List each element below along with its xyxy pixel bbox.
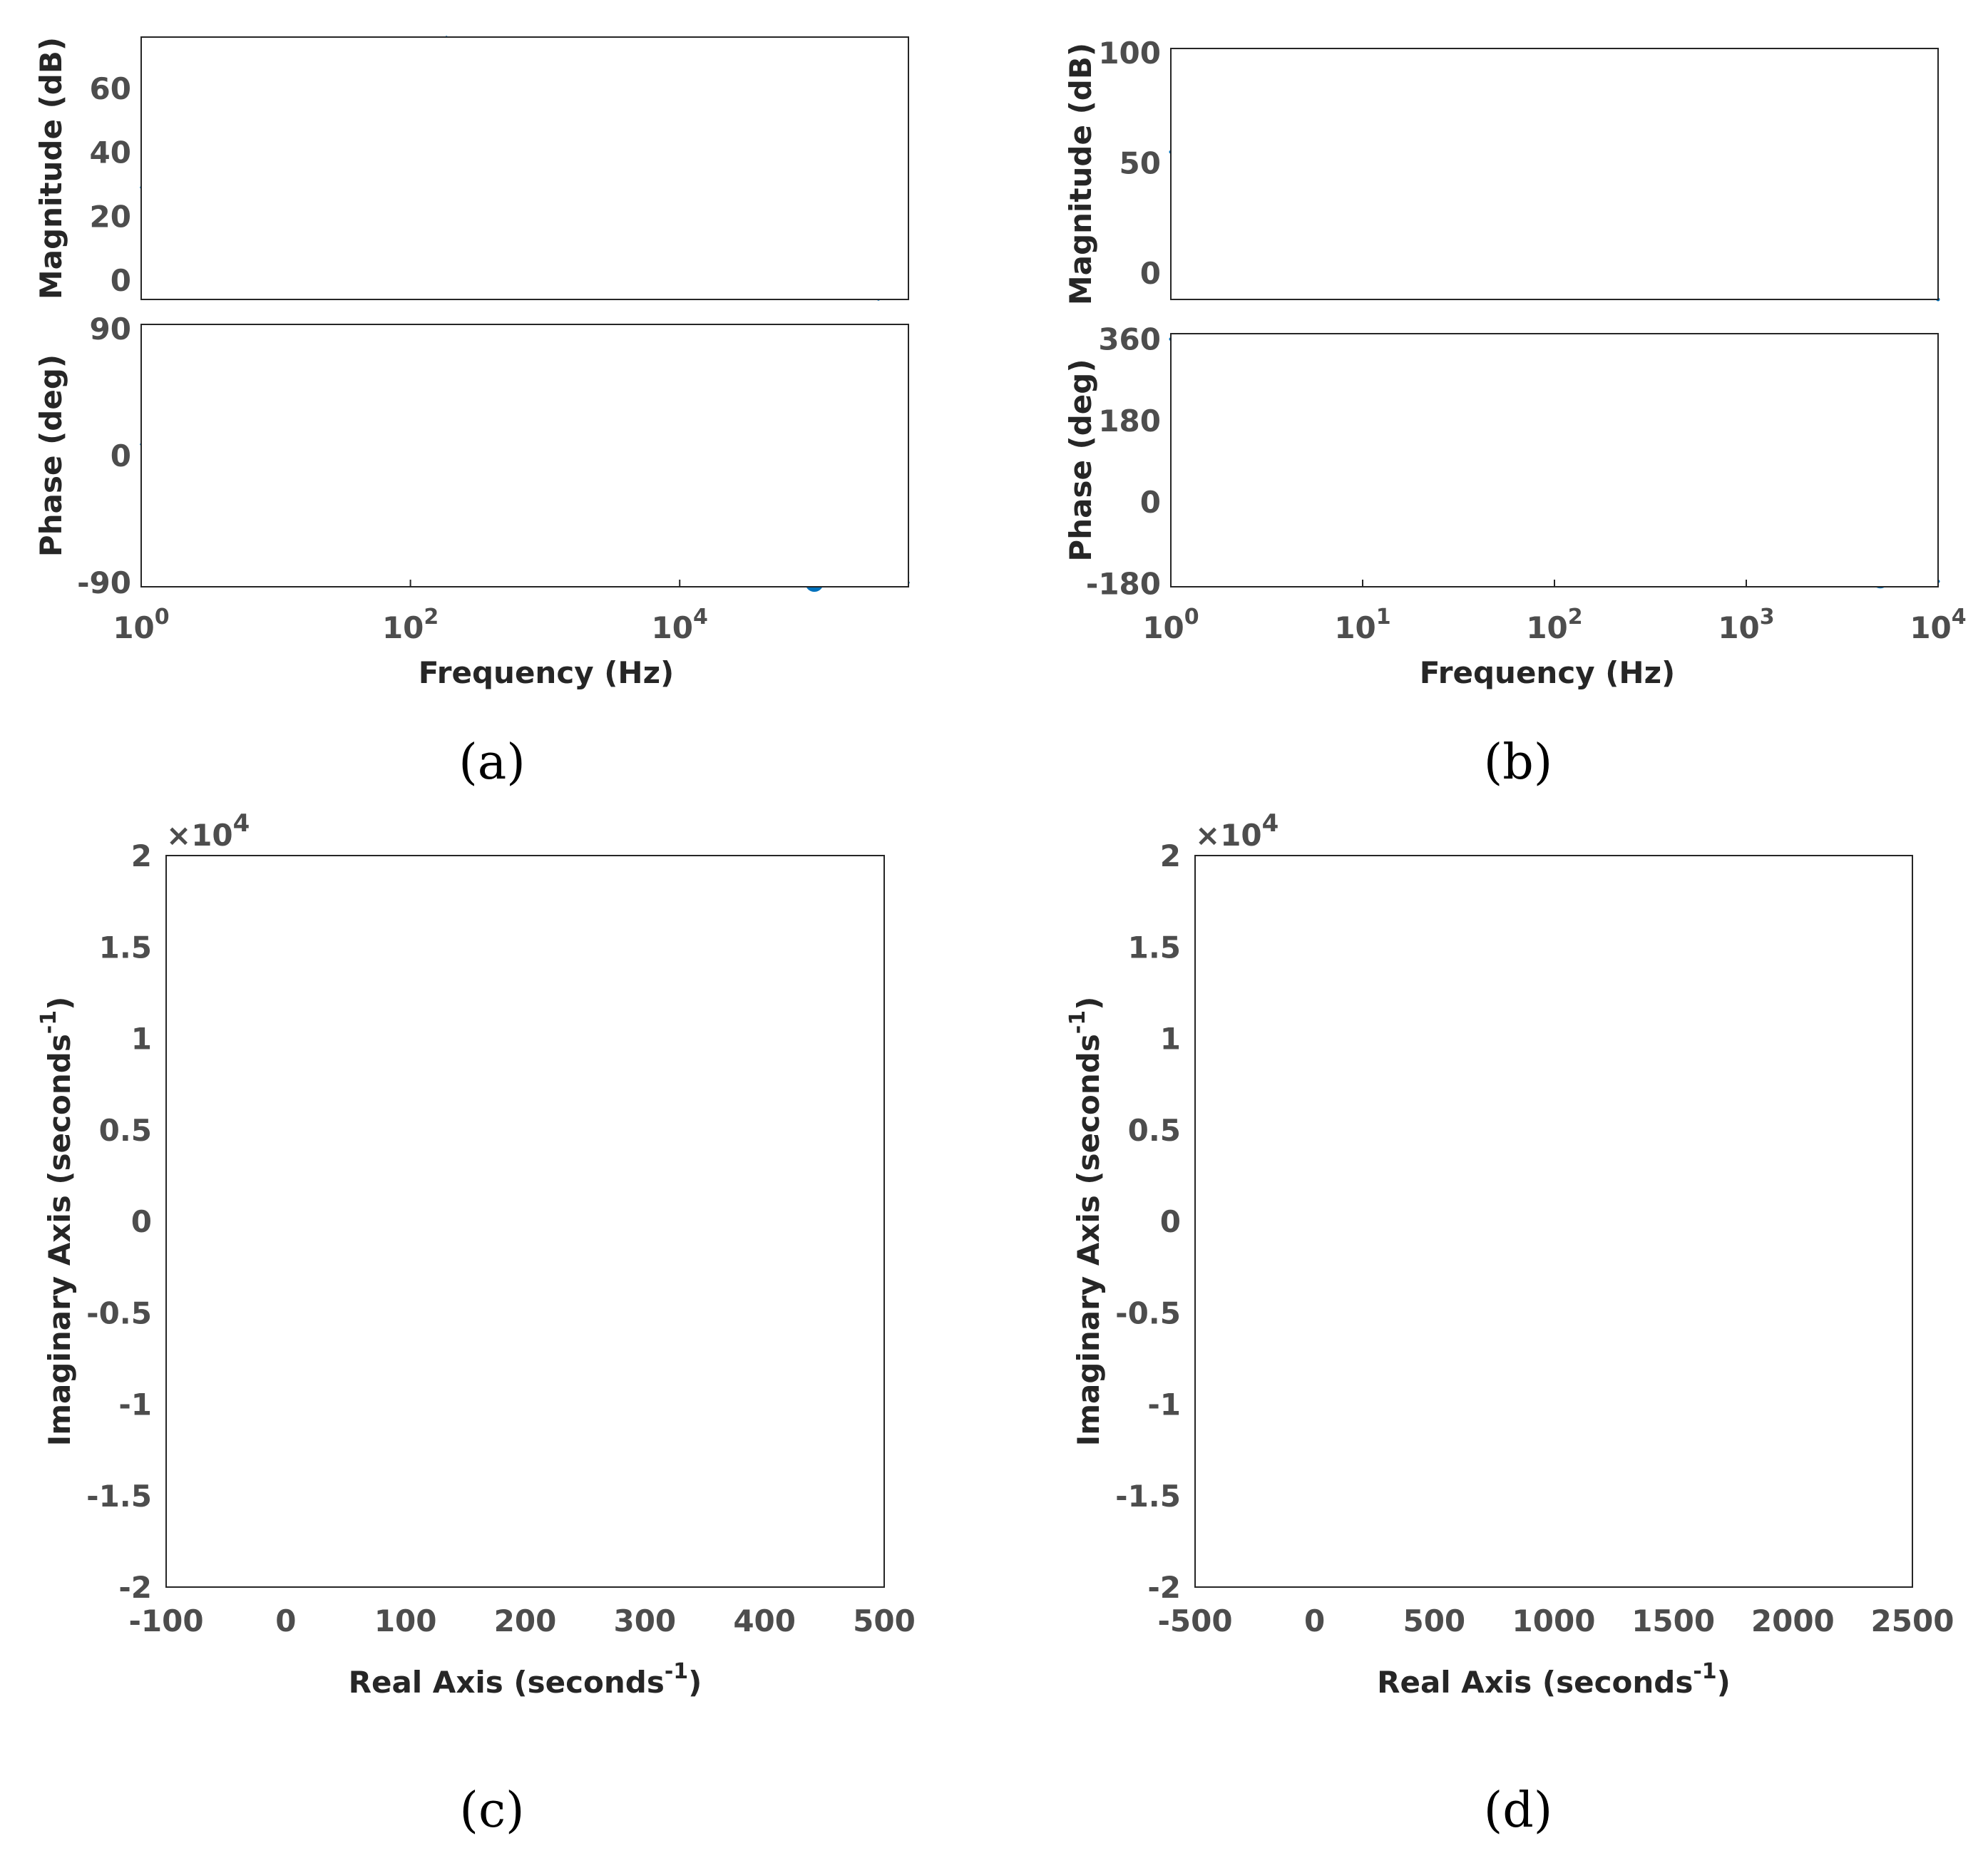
x-axis-label: Real Axis (seconds-1): [1377, 1659, 1731, 1700]
x-tick-label: 100: [374, 1603, 437, 1638]
y-tick-label: 40: [90, 135, 131, 170]
y-tick-label: 100: [1098, 36, 1161, 71]
x-tick-label: 300: [613, 1603, 676, 1638]
y-tick-label: -0.5: [86, 1295, 152, 1330]
axes-box: [1194, 855, 1913, 1588]
x-tick-label: 101: [1334, 605, 1390, 645]
x-tick-label: 104: [652, 605, 708, 645]
axis-exponent-label: ×104: [166, 809, 250, 853]
x-tick-label: 100: [1142, 605, 1199, 645]
x-tick-label: 0: [1304, 1603, 1325, 1638]
axes-box: [1170, 48, 1939, 300]
bode-panel-a-magnitude: 0 20 40 60 Magnitude (dB): [34, 36, 909, 301]
y-tick-label: 0: [111, 438, 131, 473]
y-axis-label: Imaginary Axis (seconds-1): [1065, 997, 1106, 1447]
subfigure-label-d: (d): [1484, 1782, 1553, 1839]
bode-panel-a-phase: -90 0 90 Phase (deg) 100 102 104: [34, 312, 910, 645]
y-tick-label: -2: [1147, 1570, 1181, 1605]
axes-box: [140, 324, 909, 587]
y-tick-label: -1: [1147, 1387, 1181, 1422]
y-tick-label: -1.5: [1115, 1479, 1181, 1514]
axis-exponent-label: ×104: [1195, 809, 1279, 853]
y-tick-label: 0.5: [99, 1113, 152, 1148]
y-tick-label: -2: [118, 1570, 152, 1605]
x-tick-label: -100: [128, 1603, 203, 1638]
y-tick-label: 20: [90, 199, 131, 234]
subfigure-label-a: (a): [458, 734, 526, 791]
x-tick-label: 103: [1718, 605, 1774, 645]
y-tick-label: 1.5: [99, 930, 152, 965]
x-tick-label: 0: [275, 1603, 296, 1638]
pzmap-c: -2 -1.5 -1 -0.5 0 0.5 1 1.5 2 -100 0 100 200 300 400 50…: [36, 809, 916, 1700]
y-axis-label: Imaginary Axis (seconds-1): [36, 997, 77, 1447]
y-tick-label: 1: [131, 1022, 152, 1057]
y-tick-label: 1.5: [1128, 930, 1181, 965]
x-tick-label: -500: [1157, 1603, 1232, 1638]
y-tick-label: 1: [1160, 1022, 1181, 1057]
x-tick-label: 500: [1403, 1603, 1465, 1638]
y-axis-label: Phase (deg): [1063, 359, 1098, 561]
y-tick-label: 0: [1140, 485, 1161, 520]
x-tick-label: 102: [1526, 605, 1582, 645]
y-tick-label: 180: [1098, 404, 1161, 438]
axes-box: [165, 855, 885, 1588]
y-axis-label: Magnitude (dB): [1063, 43, 1098, 305]
x-tick-label: 200: [494, 1603, 557, 1638]
subfigure-label-c: (c): [459, 1782, 524, 1839]
x-tick-label: 104: [1910, 605, 1966, 645]
x-tick-label: 2000: [1751, 1603, 1835, 1638]
y-tick-label: 0: [1140, 256, 1161, 291]
y-tick-label: -1: [118, 1387, 152, 1422]
pzmap-d: -2 -1.5 -1 -0.5 0 0.5 1 1.5 2 -500 0 500 1000 1500 200…: [1065, 809, 1954, 1700]
y-axis-label: Magnitude (dB): [34, 37, 68, 299]
x-axis-label: Real Axis (seconds-1): [349, 1659, 702, 1700]
y-tick-label: 360: [1098, 322, 1161, 357]
y-tick-label: -1.5: [86, 1479, 152, 1514]
y-tick-label: 0: [131, 1204, 152, 1239]
y-tick-label: 2: [1160, 838, 1181, 873]
y-tick-label: 0: [111, 263, 131, 298]
x-tick-label: 102: [382, 605, 439, 645]
x-tick-label: 2500: [1871, 1603, 1954, 1638]
y-tick-label: 90: [90, 312, 131, 347]
y-tick-label: -180: [1086, 567, 1161, 602]
axes-box: [1170, 333, 1939, 587]
x-tick-label: 400: [733, 1603, 796, 1638]
y-tick-label: 0: [1160, 1204, 1181, 1239]
subfigure-label-b: (b): [1484, 734, 1553, 791]
y-tick-label: 60: [90, 71, 131, 106]
y-tick-label: 2: [131, 838, 152, 873]
axes-box: [140, 36, 909, 300]
x-axis-label: Frequency (Hz): [419, 655, 674, 690]
y-tick-label: 0.5: [1128, 1113, 1181, 1148]
x-tick-label: 100: [113, 605, 169, 645]
x-tick-label: 1500: [1631, 1603, 1715, 1638]
x-axis-label: Frequency (Hz): [1420, 655, 1675, 690]
x-tick-label: 1000: [1512, 1603, 1596, 1638]
y-tick-label: 50: [1119, 146, 1161, 181]
y-axis-label: Phase (deg): [34, 354, 68, 557]
y-tick-label: -90: [77, 565, 131, 600]
x-tick-label: 500: [853, 1603, 916, 1638]
y-tick-label: -0.5: [1115, 1295, 1181, 1330]
